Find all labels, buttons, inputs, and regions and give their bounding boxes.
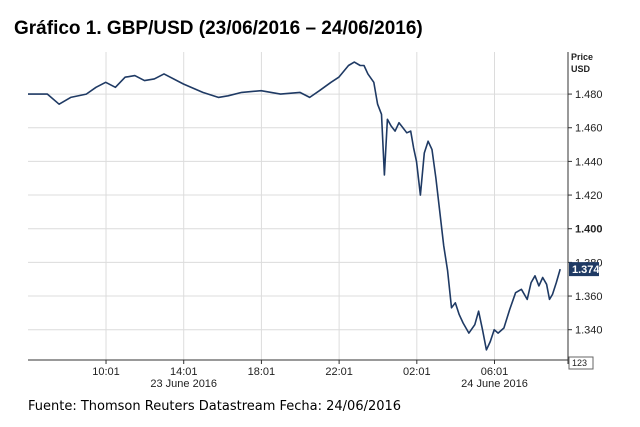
axis-marker-label: 123 [572, 358, 587, 368]
axis-marker-box [568, 356, 594, 370]
source-note: Fuente: Thomson Reuters Datastream Fecha… [28, 399, 402, 414]
y-tick-label: 1.460 [575, 123, 603, 135]
y-axis-title: USD [571, 64, 591, 74]
y-tick-label: 1.420 [575, 190, 603, 202]
x-tick-label: 10:01 [92, 366, 120, 378]
last-value-label: 1.374 [572, 264, 600, 276]
y-axis-title: Price [571, 52, 593, 62]
x-tick-label: 06:01 [481, 366, 509, 378]
y-tick-label: 1.480 [575, 89, 603, 101]
price-line [28, 61, 561, 351]
x-tick-label: 18:01 [248, 366, 276, 378]
y-tick-label: 1.360 [575, 291, 603, 303]
last-value-badge [569, 262, 599, 277]
y-tick-label: 1.340 [575, 325, 603, 337]
x-date-label: 23 June 2016 [150, 378, 217, 390]
y-tick-label: 1.440 [575, 156, 603, 168]
chart-title: Gráfico 1. GBP/USD (23/06/2016 – 24/06/2… [14, 18, 423, 39]
x-tick-label: 02:01 [403, 366, 431, 378]
x-tick-label: 22:01 [325, 366, 353, 378]
x-date-label: 24 June 2016 [461, 378, 528, 390]
y-tick-label: 1.400 [575, 224, 603, 236]
x-tick-label: 14:01 [170, 366, 198, 378]
